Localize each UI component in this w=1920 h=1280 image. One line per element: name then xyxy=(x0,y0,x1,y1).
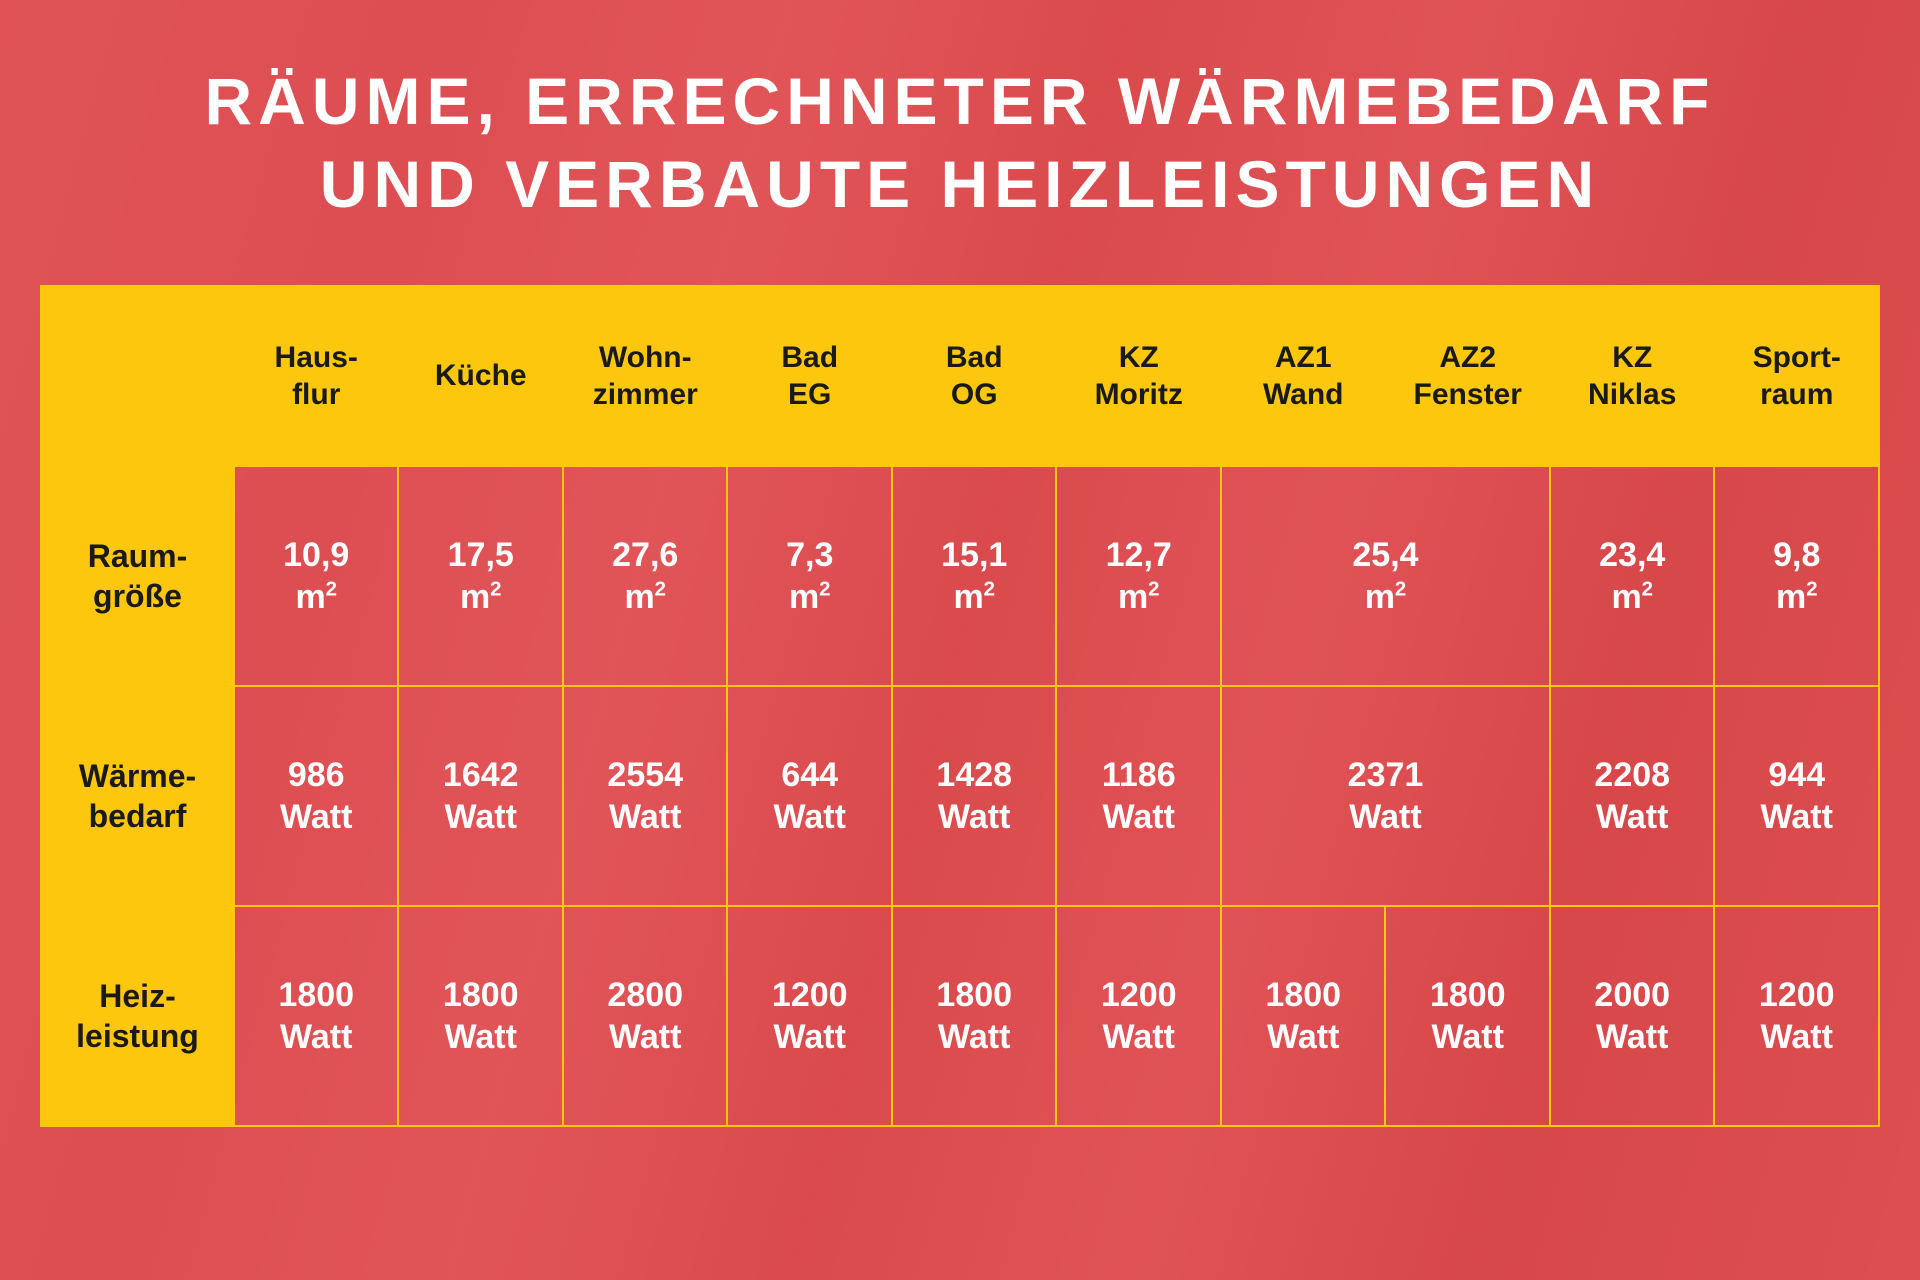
column-header-0: Haus-flur xyxy=(234,286,399,466)
title-line-1: RÄUME, ERRECHNETER WÄRMEBEDARF xyxy=(40,60,1880,143)
column-header-7: AZ2Fenster xyxy=(1385,286,1550,466)
column-header-6: AZ1Wand xyxy=(1221,286,1386,466)
column-header-5: KZMoritz xyxy=(1056,286,1221,466)
column-header-2: Wohn-zimmer xyxy=(563,286,728,466)
cell-heizleistung-5: 1200Watt xyxy=(1056,906,1221,1126)
cell-heizleistung-7: 1800Watt xyxy=(1385,906,1550,1126)
cell-heizleistung-2: 2800Watt xyxy=(563,906,728,1126)
cell-waermebedarf-0: 986Watt xyxy=(234,686,399,906)
cell-waermebedarf-5: 1186Watt xyxy=(1056,686,1221,906)
cell-waermebedarf-2: 2554Watt xyxy=(563,686,728,906)
title-line-2: UND VERBAUTE HEIZLEISTUNGEN xyxy=(40,143,1880,226)
cell-waermebedarf-4: 1428Watt xyxy=(892,686,1057,906)
header-row: Haus-flurKücheWohn-zimmerBadEGBadOGKZMor… xyxy=(41,286,1879,466)
table-row-raumgroesse: Raum-größe10,9m217,5m227,6m27,3m215,1m21… xyxy=(41,466,1879,686)
cell-heizleistung-1: 1800Watt xyxy=(398,906,563,1126)
cell-raumgroesse-0: 10,9m2 xyxy=(234,466,399,686)
cell-waermebedarf-6: 2371Watt xyxy=(1221,686,1550,906)
table-row-waermebedarf: Wärme-bedarf986Watt1642Watt2554Watt644Wa… xyxy=(41,686,1879,906)
heating-table: Haus-flurKücheWohn-zimmerBadEGBadOGKZMor… xyxy=(40,285,1880,1127)
row-header-heizleistung: Heiz-leistung xyxy=(41,906,234,1126)
cell-raumgroesse-8: 9,8m2 xyxy=(1714,466,1879,686)
row-header-waermebedarf: Wärme-bedarf xyxy=(41,686,234,906)
cell-raumgroesse-4: 15,1m2 xyxy=(892,466,1057,686)
cell-heizleistung-6: 1800Watt xyxy=(1221,906,1386,1126)
column-header-3: BadEG xyxy=(727,286,892,466)
cell-waermebedarf-7: 2208Watt xyxy=(1550,686,1715,906)
column-header-8: KZNiklas xyxy=(1550,286,1715,466)
cell-heizleistung-9: 1200Watt xyxy=(1714,906,1879,1126)
cell-raumgroesse-2: 27,6m2 xyxy=(563,466,728,686)
column-header-9: Sport-raum xyxy=(1714,286,1879,466)
corner-cell xyxy=(41,286,234,466)
cell-waermebedarf-1: 1642Watt xyxy=(398,686,563,906)
cell-raumgroesse-7: 23,4m2 xyxy=(1550,466,1715,686)
table-row-heizleistung: Heiz-leistung1800Watt1800Watt2800Watt120… xyxy=(41,906,1879,1126)
cell-raumgroesse-5: 12,7m2 xyxy=(1056,466,1221,686)
cell-raumgroesse-6: 25,4m2 xyxy=(1221,466,1550,686)
cell-heizleistung-3: 1200Watt xyxy=(727,906,892,1126)
column-header-1: Küche xyxy=(398,286,563,466)
cell-heizleistung-4: 1800Watt xyxy=(892,906,1057,1126)
cell-waermebedarf-8: 944Watt xyxy=(1714,686,1879,906)
page-title: RÄUME, ERRECHNETER WÄRMEBEDARF UND VERBA… xyxy=(40,60,1880,225)
page: RÄUME, ERRECHNETER WÄRMEBEDARF UND VERBA… xyxy=(0,0,1920,1280)
cell-heizleistung-8: 2000Watt xyxy=(1550,906,1715,1126)
cell-waermebedarf-3: 644Watt xyxy=(727,686,892,906)
cell-raumgroesse-3: 7,3m2 xyxy=(727,466,892,686)
row-header-raumgroesse: Raum-größe xyxy=(41,466,234,686)
cell-raumgroesse-1: 17,5m2 xyxy=(398,466,563,686)
column-header-4: BadOG xyxy=(892,286,1057,466)
cell-heizleistung-0: 1800Watt xyxy=(234,906,399,1126)
